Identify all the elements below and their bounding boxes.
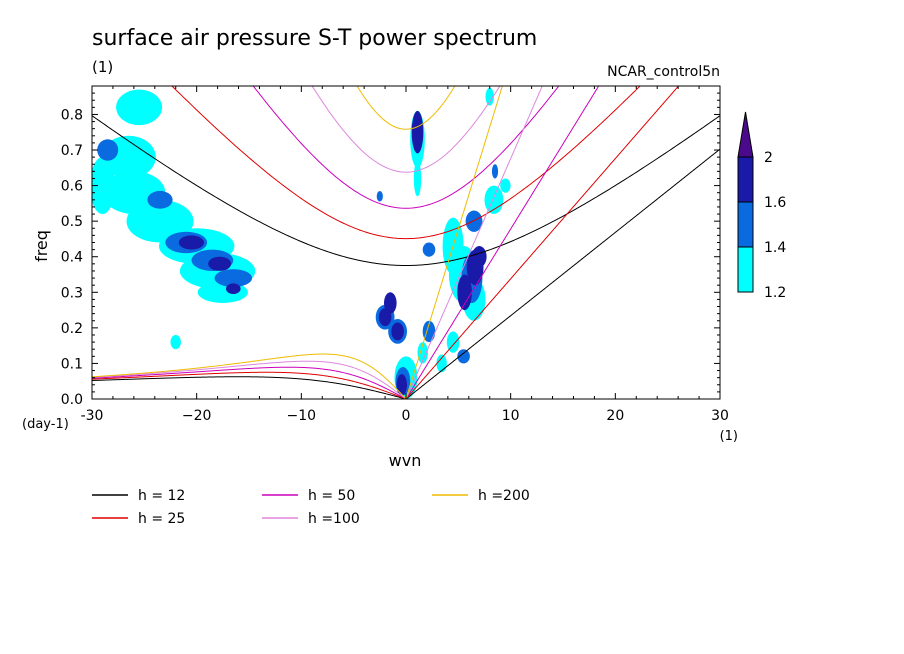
curve-rossby-h100 [92,360,407,399]
spectrum-contours [92,87,511,399]
colorbar-label: 1.4 [764,240,786,256]
y-tick-label: 0.4 [61,250,83,266]
curve-rossby-h50 [92,366,407,399]
contour-region-10 [413,160,422,197]
legend-label-h200: h =200 [478,488,530,504]
curve-gravity-h100 [311,86,501,173]
contour-region-21 [170,335,181,350]
contour-region-31 [422,320,436,343]
chart-title: surface air pressure S-T power spectrum [92,26,537,51]
curve-rossby-h200 [92,353,407,399]
contour-region-44 [391,322,404,341]
curve-kelvin-h100 [405,86,543,399]
contour-region-37 [376,191,383,202]
curve-rossby-h12 [92,376,407,399]
curve-rossby-h25 [92,371,407,399]
colorbar-label: 2 [764,150,773,166]
legend-label-h25: h = 25 [138,511,185,527]
x-tick-label: −10 [287,408,317,424]
contour-region-39 [208,256,232,271]
curve-kelvin-h50 [405,86,600,399]
contour-region-18 [446,331,460,353]
contour-region-20 [485,87,494,106]
colorbar-label: 1.6 [764,195,786,211]
legend-label-h100: h =100 [308,511,360,527]
x-tick-label: 0 [402,408,411,424]
contour-region-43 [384,292,397,314]
contour-region-19 [436,354,447,373]
curve-kelvin-h25 [405,86,680,399]
y-tick-label: 0.3 [61,285,83,301]
y-tick-label: 0.6 [61,179,83,195]
x-tick-label: −20 [182,408,212,424]
contour-region-17 [500,178,511,193]
contour-region-45 [396,374,407,396]
contour-region-24 [147,190,173,209]
y-axis-label: freq [32,230,51,262]
contour-region-41 [411,110,424,154]
contour-region-32 [422,242,436,257]
curve-gravity-h12 [92,115,720,266]
y-unit-label: (day-1) [22,417,69,432]
curve-gravity-h200 [356,86,456,130]
contour-region-23 [97,139,119,161]
legend: h = 12 h = 25 h = 50 h =100 h =200 [92,488,530,527]
contour-region-36 [457,349,470,364]
colorbar-segment-2 [737,201,754,248]
y-tick-label: 0.2 [61,321,83,337]
y-tick-label: 0.5 [61,214,83,230]
legend-label-h50: h = 50 [308,488,355,504]
colorbar-extension [737,111,754,158]
x-axis-label: wvn [389,451,422,470]
contour-region-27 [214,269,253,287]
legend-label-h12: h = 12 [138,488,185,504]
contour-region-34 [465,210,483,232]
colorbar-segment-1 [737,246,754,293]
contour-region-35 [491,164,499,179]
y-tick-label: 0.7 [61,143,83,159]
contour-region-8 [116,89,163,126]
x-tick-label: 20 [606,408,624,424]
chart-units-label: (1) [92,58,113,76]
x-tick-label: 30 [711,408,729,424]
contour-region-40 [226,283,241,295]
contour-region-22 [202,285,212,300]
y-tick-label: 0.0 [61,392,83,408]
colorbar-label: 1.2 [764,285,786,301]
curve-kelvin-h200 [405,86,503,399]
x-tick-label: -30 [81,408,104,424]
contour-region-48 [472,246,487,268]
colorbar-segment-3 [737,156,754,203]
curve-gravity-h50 [252,86,560,209]
colorbar: 1.2 1.4 1.6 2 [737,111,786,301]
contour-region-12 [417,342,428,364]
axis-ticks: -30 −20 −10 0 10 20 30 0.0 0.1 0.2 0.3 0.4 0.5 0.6 0.7… [61,85,729,424]
y-tick-label: 0.1 [61,356,83,372]
dispersion-curves [92,86,720,399]
contour-region-38 [178,235,204,250]
curve-kelvin-h12 [405,148,720,399]
source-label: NCAR_control5n [607,64,720,80]
x-tick-label: 10 [502,408,520,424]
x-unit-label: (1) [720,429,738,444]
curve-gravity-h25 [171,86,641,240]
contour-region-47 [457,274,472,311]
y-tick-label: 0.8 [61,107,83,123]
